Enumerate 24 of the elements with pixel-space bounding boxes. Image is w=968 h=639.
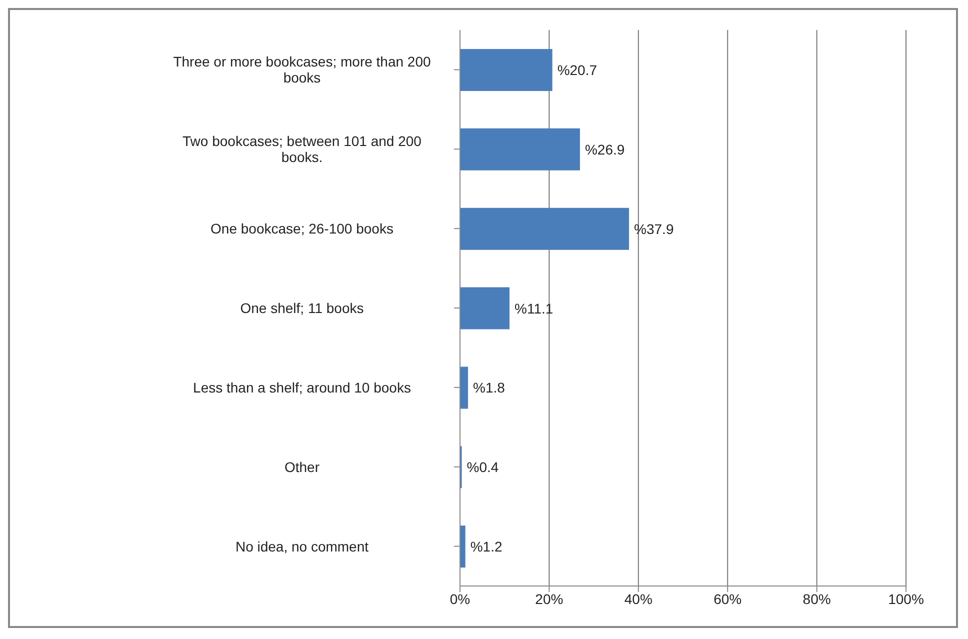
y-tick-label: Two bookcases; between 101 and 200 books. bbox=[182, 133, 422, 166]
data-label: %20.7 bbox=[557, 62, 598, 78]
x-tick-label: 0% bbox=[450, 590, 470, 607]
y-tick-label: Three or more bookcases; more than 200 books bbox=[173, 54, 432, 86]
bar bbox=[460, 208, 630, 250]
data-label: %0.4 bbox=[466, 459, 499, 476]
y-tick-label: Less than a shelf; around 10 books bbox=[193, 379, 411, 396]
bar bbox=[460, 526, 466, 568]
bar bbox=[460, 366, 468, 409]
bar bbox=[460, 49, 552, 91]
y-tick-label: No idea, no comment bbox=[235, 538, 369, 554]
bar bbox=[460, 128, 580, 170]
data-label: %26.9 bbox=[584, 141, 625, 158]
x-tick-label: 20% bbox=[535, 590, 564, 607]
y-tick-label: One bookcase; 26-100 books bbox=[210, 220, 394, 237]
y-tick-label: Other bbox=[284, 458, 320, 475]
x-tick-label: 80% bbox=[802, 590, 831, 607]
bar bbox=[460, 287, 510, 330]
x-tick-label: 100% bbox=[888, 590, 924, 607]
x-tick-label: 40% bbox=[624, 590, 652, 607]
data-label: %1.8 bbox=[473, 380, 506, 396]
x-tick-label: 60% bbox=[714, 590, 742, 607]
data-label: %1.2 bbox=[470, 538, 502, 555]
y-tick-label: One shelf; 11 books bbox=[240, 300, 364, 316]
